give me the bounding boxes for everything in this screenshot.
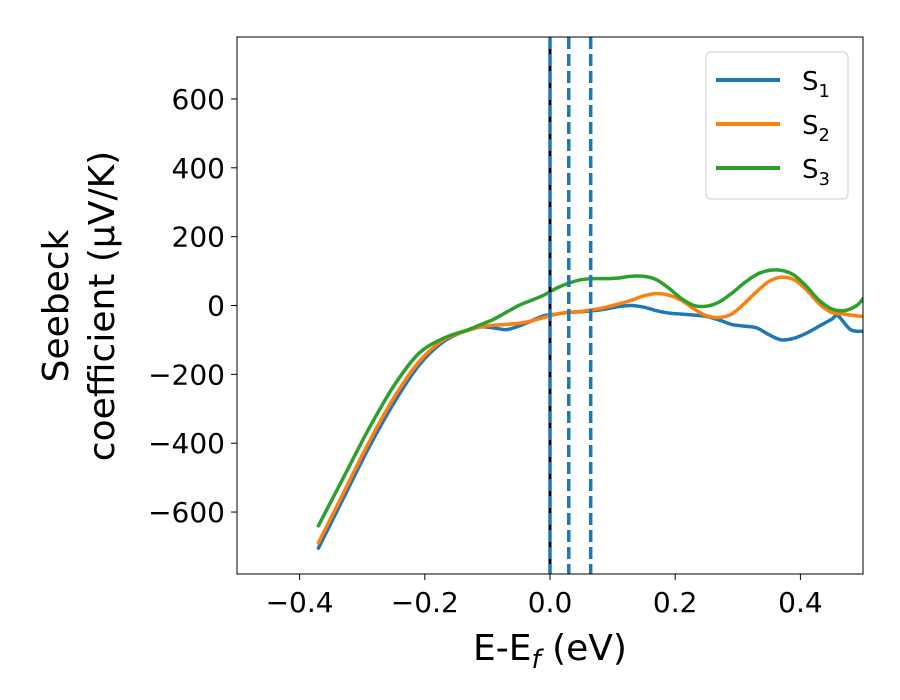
legend-label-s3: S3 (802, 155, 830, 190)
y-tick-label: 600 (172, 83, 225, 116)
x-axis-label: E-Ef (eV) (473, 628, 627, 675)
legend: S1 S2 S3 (705, 51, 849, 200)
y-tick-label: −600 (148, 496, 225, 529)
legend-label-s2: S2 (802, 111, 830, 146)
reference-lines (548, 37, 593, 574)
x-tick-label: −0.2 (391, 586, 459, 619)
series-line-s1 (316, 303, 863, 550)
y-axis-label-line2: coefficient (μV/K) (82, 151, 123, 461)
x-tick-label: 0.4 (778, 586, 823, 619)
y-tick-label: −400 (148, 427, 225, 460)
y-tick-label: 200 (172, 221, 225, 254)
y-axis-label-line1: Seebeck (36, 229, 77, 382)
y-axis-label: Seebeck coefficient (μV/K) (36, 151, 123, 461)
plot-area (316, 268, 863, 550)
x-tick-label: −0.4 (266, 586, 334, 619)
x-tick-label: 0.0 (528, 586, 573, 619)
y-tick-label: 400 (172, 152, 225, 185)
series-line-s3 (316, 268, 863, 528)
legend-label-s1: S1 (802, 67, 830, 102)
y-tick-label: 0 (207, 290, 225, 323)
y-axis: −600 −400 −200 0 200 400 600 (148, 83, 237, 529)
y-tick-label: −200 (148, 358, 225, 391)
x-tick-label: 0.2 (653, 586, 698, 619)
x-axis: −0.4 −0.2 0.0 0.2 0.4 (266, 574, 823, 619)
